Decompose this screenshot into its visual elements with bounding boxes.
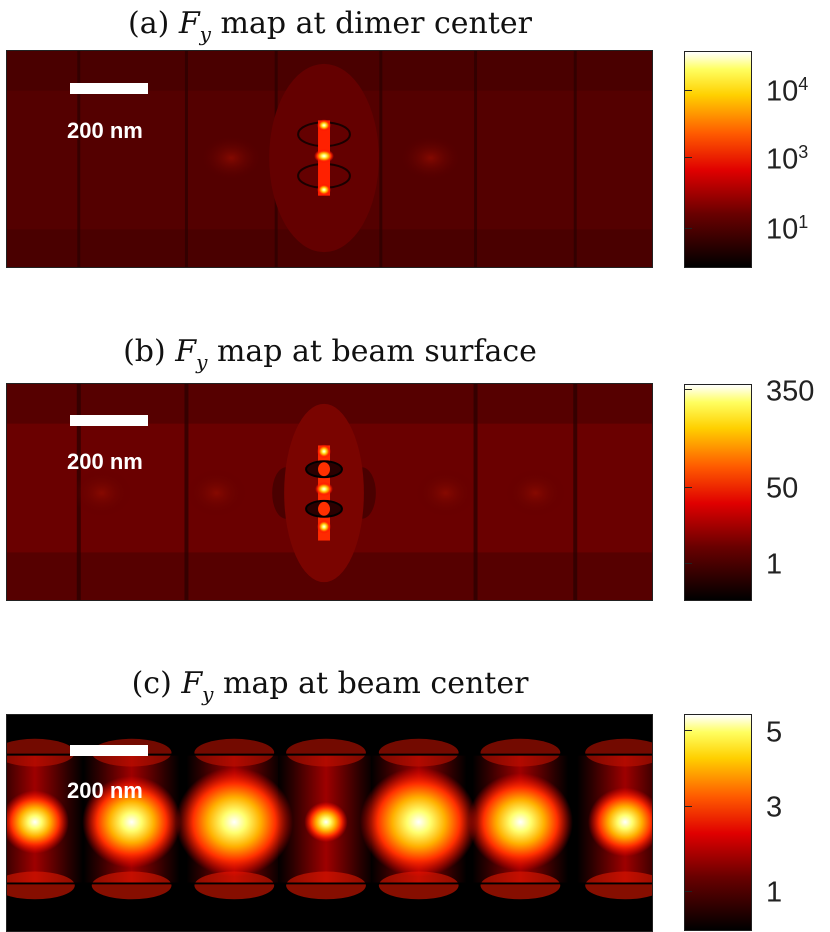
edge-band-spot [585,871,652,900]
colorbar-tick-label: 350 [766,375,815,408]
colorbar-tick-label: 50 [766,472,799,505]
edge-band-spot [194,871,275,900]
edge-band-spot [91,871,172,900]
colorbar-tick-mark [684,806,692,807]
beam-hotspot [7,790,69,854]
colorbar-tick-label: 104 [766,74,809,108]
panel-a-colorbar [684,51,752,268]
beam-hotspot [360,767,478,877]
edge-band-spot [480,738,561,767]
panel-c-colorbar [684,714,752,931]
colorbar-tick-label: 5 [766,716,783,749]
edge-band-spot [7,871,75,900]
colorbar-tick-mark [684,487,692,488]
colorbar-tick-label: 101 [766,212,809,246]
beam-hotspot [175,767,294,877]
colorbar-tick-label: 1 [766,548,783,581]
edge-band-spot [194,738,275,767]
edge-band-spot [286,871,366,900]
colorbar-tick-label: 3 [766,791,783,824]
beam-hotspot [588,787,652,857]
edge-band-spot [286,738,366,767]
beam-hotspot [467,773,573,871]
colorbar-tick-mark [684,563,692,564]
scale-bar [70,745,148,756]
edge-band-spot [480,871,561,900]
colorbar-tick-mark [684,730,692,731]
colorbar-tick-mark [684,228,692,229]
scale-bar [70,415,148,426]
colorbar-tick-mark [684,891,692,892]
scale-bar-label: 200 nm [67,778,143,803]
panel-b-colorbar [684,384,752,601]
colorbar-tick-mark [684,389,692,390]
colorbar-tick-label: 103 [766,142,809,176]
scale-bar-label: 200 nm [67,118,143,143]
panel-b-title: (b) Fy map at beam surface [123,334,537,374]
beam-hotspot [82,776,182,868]
panel-c-title: (c) Fy map at beam center [131,666,529,706]
panel-c-heatmap [6,714,653,932]
panel-a-title: (a) Fy map at dimer center [128,6,532,46]
scale-bar [70,83,148,94]
scale-bar-label: 200 nm [67,449,143,474]
edge-band-spot [7,738,75,767]
edge-band-spot [378,738,459,767]
colorbar-tick-label: 1 [766,876,783,909]
colorbar-tick-mark [684,157,692,158]
edge-band-spot [378,871,459,900]
edge-band-spot [585,738,652,767]
colorbar-tick-mark [684,90,692,91]
beam-hotspot [304,801,348,843]
